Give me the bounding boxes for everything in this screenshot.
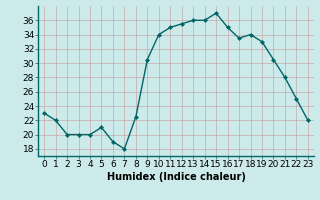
X-axis label: Humidex (Indice chaleur): Humidex (Indice chaleur)	[107, 172, 245, 182]
